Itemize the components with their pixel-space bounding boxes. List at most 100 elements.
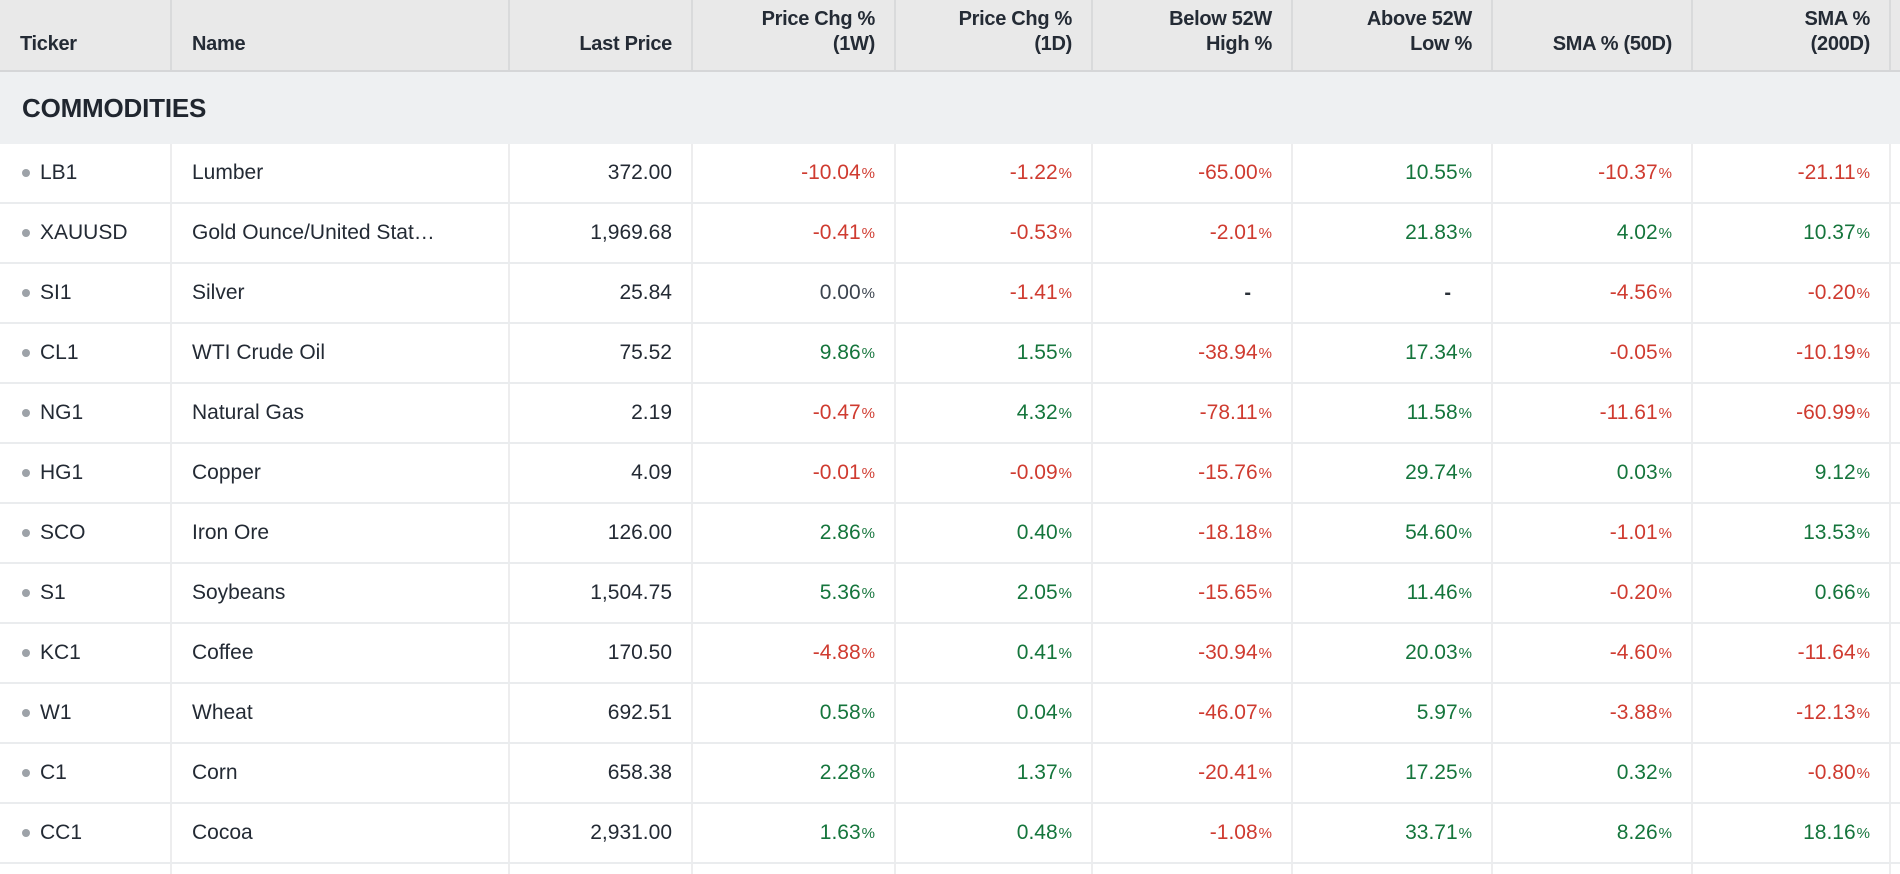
pct-value: 54.60	[1405, 521, 1458, 544]
column-header-label: Price Chg % (1D)	[958, 8, 1073, 55]
ticker-label: CC1	[40, 821, 83, 844]
pct-suffix: %	[1058, 164, 1072, 182]
table-row[interactable]: HG1 Copper 4.09 -0.01% -0.09% -15.76% 29.74% 0.…	[0, 444, 1900, 504]
column-header-below-52w-high[interactable]: Below 52W High %	[1091, 0, 1291, 70]
pct-value: -4.60	[1609, 641, 1658, 664]
ticker-cell[interactable]: CL1	[0, 324, 170, 382]
pct-value: -0.20	[1807, 281, 1856, 304]
table-row[interactable]: SI1 Silver 25.84 0.00% -1.41% - - -4.56% -0.20%	[0, 264, 1900, 324]
ticker-cell[interactable]: S1	[0, 564, 170, 622]
column-header-name[interactable]: Name	[170, 0, 508, 70]
pct-suffix: %	[1458, 584, 1472, 602]
pct-suffix: %	[1856, 224, 1870, 242]
pct-suffix: %	[1258, 584, 1272, 602]
ticker-dot-icon	[22, 589, 30, 597]
pct-value: -10.37	[1598, 161, 1658, 184]
pct-cell: 33.71%	[1291, 804, 1491, 862]
table-row[interactable]: LB1 Lumber 372.00 -10.04% -1.22% -65.00% 10.55…	[0, 144, 1900, 204]
table-row[interactable]: CC1 Cocoa 2,931.00 1.63% 0.48% -1.08% 33.71% 8.…	[0, 804, 1900, 864]
pct-cell: 0.40%	[894, 504, 1091, 562]
pct-suffix: %	[1258, 164, 1272, 182]
pct-cell: -78.11%	[1091, 384, 1291, 442]
column-header-price-chg-1d[interactable]: Price Chg % (1D)	[894, 0, 1091, 70]
table-row[interactable]: KC1 Coffee 170.50 -4.88% 0.41% -30.94% 20.03% -…	[0, 624, 1900, 684]
table-row[interactable]: W1 Wheat 692.51 0.58% 0.04% -46.07% 5.97% -3.88…	[0, 684, 1900, 744]
ticker-cell[interactable]: LB1	[0, 144, 170, 202]
pct-cell: 13.53%	[1691, 504, 1889, 562]
pct-value: 17.34	[1405, 341, 1458, 364]
pct-value: -0.41	[812, 221, 861, 244]
column-header-price-chg-1w[interactable]: Price Chg % (1W)	[691, 0, 894, 70]
ticker-cell[interactable]: SI1	[0, 264, 170, 322]
pct-cell: 0.00%	[691, 264, 894, 322]
pct-suffix: %	[1658, 584, 1672, 602]
pct-cell: -11.61%	[1491, 384, 1691, 442]
pct-cell: 0.41%	[894, 624, 1091, 682]
last-price-value: 1,504.75	[590, 581, 672, 604]
column-header-ticker[interactable]: Ticker	[0, 0, 170, 70]
last-price-cell: 1,504.75	[508, 564, 691, 622]
partial-cell	[1889, 564, 1900, 622]
name-label: WTI Crude Oil	[192, 341, 326, 364]
ticker-cell[interactable]: W1	[0, 684, 170, 742]
section-header-commodities[interactable]: COMMODITIES	[0, 72, 1900, 144]
column-header-label: SMA % (200D)	[1804, 8, 1870, 55]
table-row[interactable]: S1 Soybeans 1,504.75 5.36% 2.05% -15.65% 11.46…	[0, 564, 1900, 624]
ticker-cell[interactable]: XAUUSD	[0, 204, 170, 262]
pct-cell: 0.04%	[894, 684, 1091, 742]
table-row[interactable]: SCO Iron Ore 126.00 2.86% 0.40% -18.18% 54.60%…	[0, 504, 1900, 564]
ticker-label: SI1	[40, 281, 72, 304]
pct-suffix: %	[1658, 524, 1672, 542]
pct-suffix: %	[1856, 164, 1870, 182]
pct-cell: -11.64%	[1691, 624, 1889, 682]
table-row[interactable]: CL1 WTI Crude Oil 75.52 9.86% 1.55% -38.94% 17…	[0, 324, 1900, 384]
pct-value: -12.13	[1796, 701, 1856, 724]
column-header-sma-50d[interactable]: SMA % (50D)	[1491, 0, 1691, 70]
pct-suffix: %	[861, 344, 875, 362]
pct-value: -78.11	[1199, 401, 1258, 424]
pct-value: 5.36	[819, 581, 861, 604]
section-title: COMMODITIES	[22, 92, 207, 123]
pct-cell: -65.00%	[1091, 144, 1291, 202]
pct-cell: -15.76%	[1091, 444, 1291, 502]
pct-suffix: %	[1058, 464, 1072, 482]
pct-suffix: %	[861, 824, 875, 842]
column-header-above-52w-low[interactable]: Above 52W Low %	[1291, 0, 1491, 70]
ticker-dot-icon	[22, 409, 30, 417]
pct-cell: 20.03%	[1291, 624, 1491, 682]
pct-suffix: %	[1058, 704, 1072, 722]
name-label: Gold Ounce/United Stat…	[192, 221, 435, 244]
table-row[interactable]: XAUUSD Gold Ounce/United Stat… 1,969.68 -0.…	[0, 204, 1900, 264]
pct-cell: 4.32%	[894, 384, 1091, 442]
pct-suffix: %	[1658, 344, 1672, 362]
ticker-cell[interactable]: CC1	[0, 804, 170, 862]
ticker-cell[interactable]: NG1	[0, 384, 170, 442]
table-row[interactable]: C1 Corn 658.38 2.28% 1.37% -20.41% 17.25% 0.32%…	[0, 744, 1900, 804]
pct-value: -0.09	[1009, 461, 1058, 484]
column-header-sma-200d[interactable]: SMA % (200D)	[1691, 0, 1889, 70]
column-header-last-price[interactable]: Last Price	[508, 0, 691, 70]
last-price-cell: 2,931.00	[508, 804, 691, 862]
pct-suffix: %	[1058, 224, 1072, 242]
ticker-cell[interactable]: SCO	[0, 504, 170, 562]
pct-value: 0.03	[1616, 461, 1658, 484]
pct-suffix: %	[1856, 404, 1870, 422]
pct-suffix: %	[1856, 704, 1870, 722]
name-label: Silver	[192, 281, 245, 304]
pct-cell: 2.28%	[691, 744, 894, 802]
pct-value: 9.86	[819, 341, 861, 364]
ticker-cell[interactable]: HG1	[0, 444, 170, 502]
pct-suffix: %	[1458, 704, 1472, 722]
name-cell: Lumber	[170, 144, 508, 202]
table-row[interactable]: NG1 Natural Gas 2.19 -0.47% 4.32% -78.11% 11.5…	[0, 384, 1900, 444]
pct-suffix: %	[1458, 464, 1472, 482]
pct-value: -10.19	[1796, 341, 1856, 364]
name-cell: Soybeans	[170, 564, 508, 622]
ticker-cell[interactable]: C1	[0, 744, 170, 802]
ticker-cell[interactable]: KC1	[0, 624, 170, 682]
name-cell: Iron Ore	[170, 504, 508, 562]
pct-suffix: %	[1458, 164, 1472, 182]
pct-value: 13.53	[1803, 521, 1856, 544]
pct-value: 8.26	[1616, 821, 1658, 844]
pct-cell: -15.65%	[1091, 564, 1291, 622]
